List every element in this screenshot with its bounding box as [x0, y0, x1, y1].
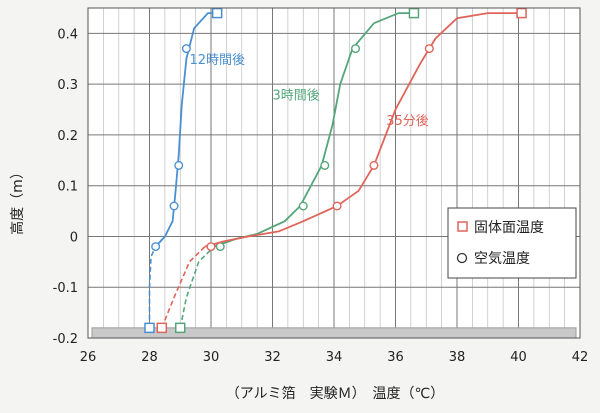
legend-label-air: 空気温度: [474, 251, 530, 267]
y-tick-label: -0.2: [53, 332, 78, 347]
legend-circle-marker: [456, 252, 468, 264]
series-label: 12時間後: [189, 53, 245, 68]
x-axis-title: （アルミ箔 実験Ｍ） 温度（℃）: [226, 386, 445, 402]
x-tick-label: 42: [572, 350, 589, 365]
x-tick-label: 26: [80, 350, 97, 365]
series-line: [154, 12, 218, 248]
air-temp-point: [151, 242, 161, 252]
surface-temp-point: [156, 322, 168, 334]
series-line-dashed: [148, 235, 166, 328]
y-tick-labels: -0.2 -0.1 0 0.1 0.2 0.3 0.4: [53, 27, 78, 347]
air-temp-point: [369, 160, 379, 170]
x-tick-label: 36: [387, 350, 404, 365]
air-temp-point: [424, 44, 434, 54]
y-tick-label: -0.1: [53, 281, 78, 296]
legend-square-marker: [457, 221, 468, 232]
air-temp-point: [169, 201, 179, 211]
y-tick-label: 0.2: [57, 129, 78, 144]
y-tick-label: 0.1: [57, 180, 78, 195]
legend: 固体面温度 空気温度: [447, 207, 577, 279]
x-tick-label: 28: [141, 350, 158, 365]
y-axis-title: 高度（m）: [9, 165, 26, 235]
x-tick-label: 30: [203, 350, 220, 365]
y-tick-label: 0.3: [57, 78, 78, 93]
y-axis-title-text: 高度（m）: [9, 165, 26, 235]
air-temp-point: [320, 160, 330, 170]
series-line: [204, 12, 522, 248]
plot-frame: [87, 7, 581, 339]
surface-temp-point: [516, 7, 527, 19]
surface-temp-point: [211, 7, 223, 19]
surface-temp-point: [175, 322, 186, 334]
air-temp-point: [181, 44, 191, 54]
series-group: 35分後: [156, 7, 527, 334]
x-tick-labels: 26 28 30 32 34 36 38 40 42: [80, 350, 589, 365]
surface-temp-point: [408, 7, 420, 19]
air-temp-point: [351, 44, 361, 54]
grid-lines: [88, 8, 580, 339]
x-tick-label: 32: [264, 350, 281, 365]
series-label: 35分後: [386, 114, 429, 129]
air-temp-point: [332, 201, 342, 211]
series-group: 3時間後: [175, 7, 420, 334]
surface-temp-point: [144, 322, 155, 334]
x-tick-label: 38: [449, 350, 466, 365]
air-temp-point: [298, 201, 308, 211]
y-tick-label: 0: [70, 230, 78, 245]
y-tick-label: 0.4: [57, 27, 78, 42]
air-temp-point: [174, 160, 184, 170]
x-tick-label: 34: [326, 350, 343, 365]
x-tick-label: 40: [510, 350, 527, 365]
series-group: 12時間後: [144, 7, 245, 334]
legend-label-surface: 固体面温度: [474, 220, 544, 236]
legend-box: [447, 207, 577, 279]
series-layer: 12時間後 3時間後 35分後: [144, 7, 527, 334]
air-temp-point: [206, 242, 216, 252]
series-label: 3時間後: [273, 88, 320, 103]
